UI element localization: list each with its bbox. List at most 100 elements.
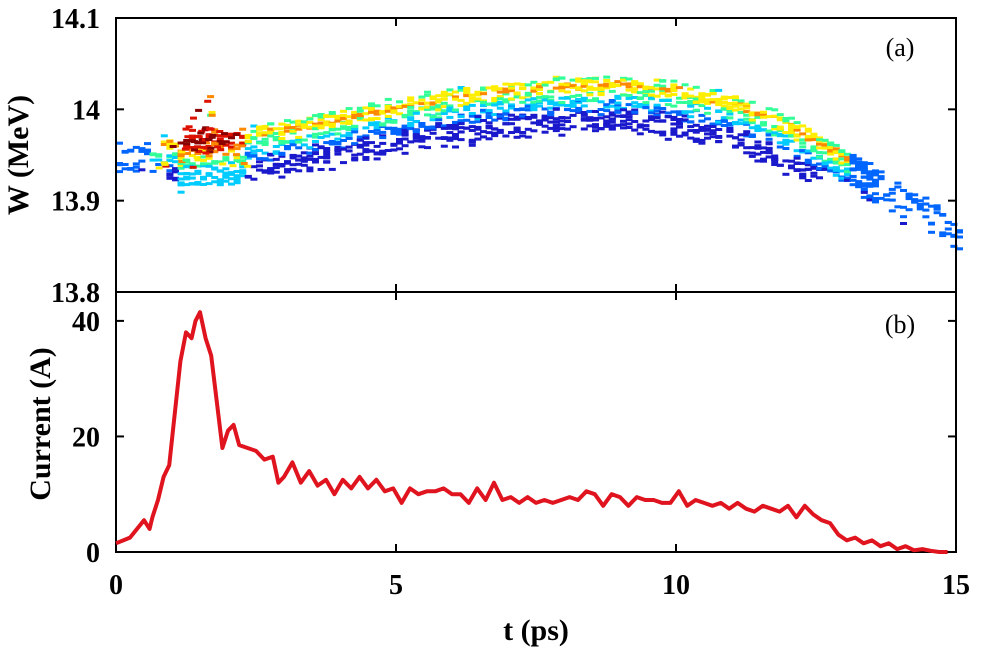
heatmap-cell — [356, 135, 364, 139]
heatmap-cell — [552, 120, 560, 124]
heatmap-cell — [782, 131, 790, 134]
heatmap-cell — [793, 149, 801, 153]
heatmap-cell — [272, 145, 280, 148]
heatmap-cell — [278, 132, 286, 136]
heatmap-cell — [222, 158, 230, 162]
heatmap-cell — [334, 132, 342, 136]
heatmap-cell — [463, 91, 471, 94]
heatmap-cell — [625, 103, 633, 107]
heatmap-cell — [586, 77, 594, 81]
heatmap-cell — [384, 104, 392, 108]
heatmap-cell — [715, 122, 723, 126]
heatmap-cell — [300, 151, 308, 155]
heatmap-cell — [435, 94, 443, 98]
heatmap-cell — [855, 180, 863, 184]
heatmap-cell — [625, 96, 633, 100]
heatmap-cell — [480, 108, 487, 112]
heatmap-cell — [922, 208, 930, 212]
heatmap-cell — [586, 93, 594, 97]
heatmap-cell — [183, 139, 191, 142]
heatmap-cell — [496, 114, 504, 118]
heatmap-cell — [720, 124, 728, 127]
heatmap-cell — [373, 121, 381, 125]
heatmap-cell — [480, 135, 487, 139]
heatmap-cell — [185, 125, 193, 129]
heatmap-cell — [592, 129, 599, 133]
heatmap-cell — [429, 101, 437, 105]
heatmap-cell — [116, 163, 123, 167]
heatmap-cell — [513, 95, 521, 99]
heatmap-cell — [491, 103, 499, 107]
heatmap-cell — [799, 145, 807, 149]
heatmap-cell — [172, 167, 179, 171]
heatmap-cell — [564, 104, 571, 107]
heatmap-cell — [396, 130, 403, 134]
heatmap-cell — [676, 134, 683, 138]
heatmap-cell — [804, 179, 812, 182]
heatmap-cell — [799, 124, 807, 128]
heatmap-cell — [211, 141, 219, 145]
heatmap-cell — [692, 108, 700, 112]
heatmap-cell — [586, 118, 594, 122]
heatmap-cell — [569, 85, 577, 89]
heatmap-cell — [558, 133, 566, 137]
heatmap-cell — [670, 115, 678, 119]
heatmap-cell — [368, 121, 375, 125]
heatmap-cell — [625, 122, 633, 126]
heatmap-cell — [838, 161, 846, 165]
heatmap-cell — [440, 90, 448, 94]
heatmap-cell — [866, 198, 874, 202]
heatmap-cell — [172, 142, 179, 146]
heatmap-cell — [440, 124, 448, 128]
heatmap-cell — [312, 157, 319, 161]
heatmap-cell — [793, 134, 801, 138]
heatmap-cell — [754, 140, 762, 144]
heatmap-cell — [743, 104, 751, 108]
heatmap-cell — [597, 127, 605, 130]
heatmap-hot-cell — [191, 148, 198, 152]
heatmap-cell — [418, 98, 426, 102]
heatmap-cell — [272, 157, 280, 161]
heatmap-cell — [334, 152, 342, 156]
heatmap-cell — [625, 82, 633, 86]
heatmap-cell — [188, 182, 196, 186]
heatmap-cell — [261, 124, 269, 128]
heatmap-cell — [508, 86, 515, 90]
heatmap-cell — [200, 175, 207, 179]
heatmap-cell — [715, 140, 723, 144]
heatmap-cell — [866, 182, 874, 186]
heatmap-cell — [396, 112, 403, 116]
heatmap-cell — [491, 113, 499, 117]
heatmap-cell — [603, 84, 611, 88]
heatmap-cell — [916, 204, 924, 208]
heatmap-cell — [687, 100, 695, 103]
heatmap-cell — [575, 93, 583, 97]
heatmap-cell — [726, 105, 734, 109]
heatmap-cell — [737, 118, 745, 122]
heatmap-cell — [732, 104, 739, 108]
heatmap-cell — [625, 115, 633, 119]
heatmap-cell — [272, 132, 280, 135]
heatmap-cell — [524, 104, 532, 108]
heatmap-cell — [860, 171, 868, 175]
heatmap-cell — [272, 138, 280, 142]
heatmap-cell — [580, 82, 588, 86]
heatmap-cell — [597, 116, 605, 120]
heatmap-cell — [547, 106, 555, 110]
heatmap-cell — [390, 106, 398, 110]
heatmap-cell — [166, 159, 174, 163]
heatmap-cell — [872, 184, 879, 188]
heatmap-cell — [754, 159, 762, 163]
heatmap-cell — [183, 160, 191, 164]
heatmap-cell — [452, 110, 459, 114]
heatmap-cell — [233, 181, 241, 185]
heatmap-cell — [552, 123, 560, 127]
heatmap-cell — [715, 97, 723, 101]
heatmap-cell — [748, 146, 756, 150]
heatmap-cell — [239, 127, 247, 131]
heatmap-cell — [860, 166, 868, 170]
heatmap-cell — [558, 86, 566, 90]
heatmap-cell — [278, 130, 286, 134]
heatmap-cell — [328, 111, 336, 114]
heatmap-cell — [440, 144, 448, 148]
